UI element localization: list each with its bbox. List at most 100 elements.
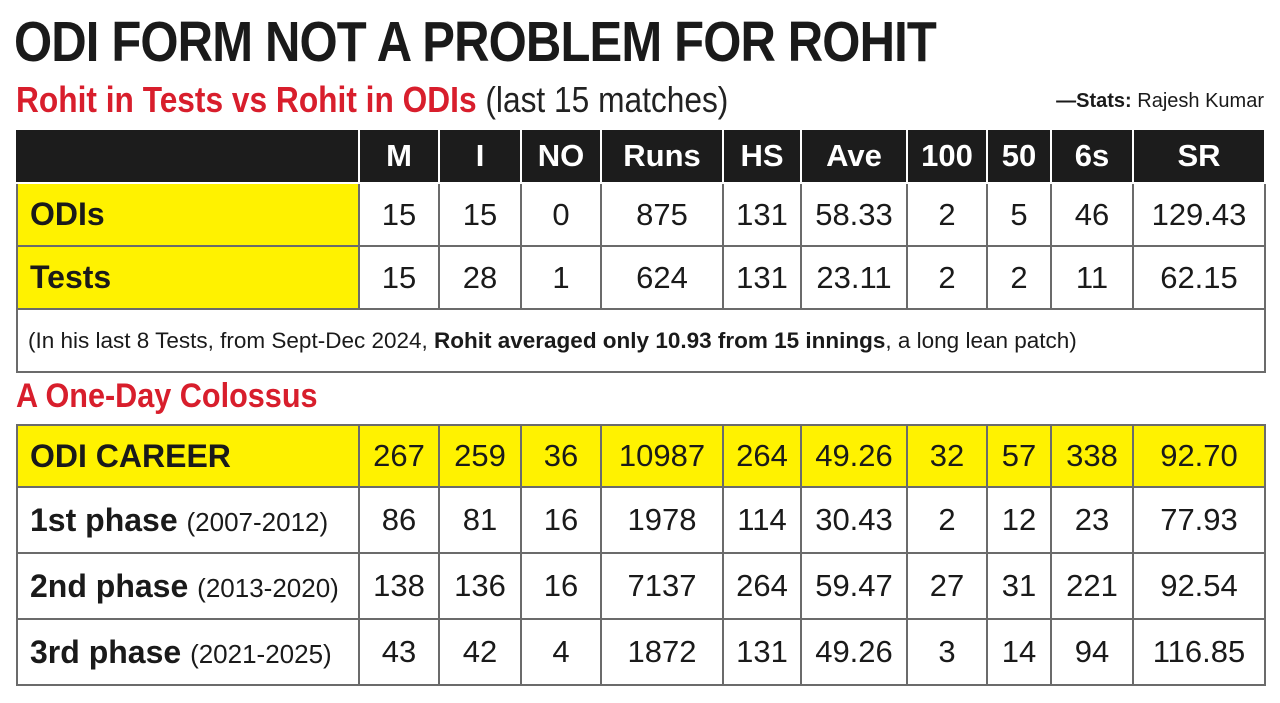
phase-years: (2013-2020) [197,572,339,603]
table-cell: 2 [906,486,988,554]
header-cell: 100 [906,128,988,184]
table-cell: 338 [1050,424,1134,488]
table-cell: 116.85 [1132,618,1266,686]
subheading-main: Rohit in Tests vs Rohit in ODIs [16,79,477,120]
table-cell: 30.43 [800,486,908,554]
note-cell: (In his last 8 Tests, from Sept-Dec 2024… [16,308,1266,373]
header-cell: HS [722,128,802,184]
table-cell: 28 [438,245,522,310]
table-cell: 16 [520,552,602,620]
table-cell: 15 [358,182,440,247]
table-cell: 62.15 [1132,245,1266,310]
table-row: Tests 15 28 1 624 131 23.11 2 2 11 62.15 [16,245,1266,310]
row-label: Tests [16,245,360,310]
table-cell: 43 [358,618,440,686]
table-cell: 114 [722,486,802,554]
stats-credit: —Stats: Rajesh Kumar [1056,90,1264,113]
credit-prefix: —Stats: [1056,90,1132,112]
row-label: ODI CAREER [16,424,360,488]
credit-name: Rajesh Kumar [1137,90,1264,112]
headline: ODI FORM NOT A PROBLEM FOR ROHIT [14,10,937,74]
career-table: ODI CAREER 267 259 36 10987 264 49.26 32… [16,424,1266,686]
table-cell: 42 [438,618,522,686]
table-cell: 0 [520,182,602,247]
header-cell: 6s [1050,128,1134,184]
subheading: Rohit in Tests vs Rohit in ODIs (last 15… [16,78,728,122]
header-cell: I [438,128,522,184]
table-cell: 23 [1050,486,1134,554]
table-row: 1st phase (2007-2012) 86 81 16 1978 114 … [16,486,1266,554]
subheading-row: Rohit in Tests vs Rohit in ODIs (last 15… [16,78,1268,122]
table-cell: 10987 [600,424,724,488]
table-cell: 32 [906,424,988,488]
career-row: ODI CAREER 267 259 36 10987 264 49.26 32… [16,424,1266,488]
table-cell: 264 [722,552,802,620]
table-cell: 136 [438,552,522,620]
table-cell: 15 [358,245,440,310]
phase-years: (2007-2012) [186,506,329,537]
phase-years: (2021-2025) [190,638,332,669]
table-cell: 267 [358,424,440,488]
table-cell: 57 [986,424,1052,488]
note-row: (In his last 8 Tests, from Sept-Dec 2024… [16,308,1266,373]
table-cell: 92.70 [1132,424,1266,488]
table-cell: 31 [986,552,1052,620]
header-cell: Ave [800,128,908,184]
header-cell: SR [1132,128,1266,184]
table-cell: 1978 [600,486,724,554]
header-cell: 50 [986,128,1052,184]
table-row: 3rd phase (2021-2025) 43 42 4 1872 131 4… [16,618,1266,686]
note-highlight: Rohit averaged only 10.93 from 15 inning… [434,327,886,353]
table-cell: 59.47 [800,552,908,620]
table-cell: 81 [438,486,522,554]
row-label: 3rd phase (2021-2025) [16,618,360,686]
phase-name: 1st phase [30,501,178,538]
table-cell: 131 [722,245,802,310]
table-cell: 875 [600,182,724,247]
subheading-qualifier: (last 15 matches) [485,79,729,120]
table-cell: 12 [986,486,1052,554]
table-cell: 49.26 [800,424,908,488]
table-cell: 129.43 [1132,182,1266,247]
table-cell: 264 [722,424,802,488]
table-cell: 2 [906,245,988,310]
table-cell: 86 [358,486,440,554]
row-label: ODIs [16,182,360,247]
table-cell: 11 [1050,245,1134,310]
table-cell: 1 [520,245,602,310]
section-title: A One-Day Colossus [16,377,318,415]
table-row: 2nd phase (2013-2020) 138 136 16 7137 26… [16,552,1266,620]
table-cell: 5 [986,182,1052,247]
header-row: M I NO Runs HS Ave 100 50 6s SR [16,128,1266,184]
table-cell: 624 [600,245,724,310]
table-cell: 7137 [600,552,724,620]
table-cell: 77.93 [1132,486,1266,554]
table-row: ODIs 15 15 0 875 131 58.33 2 5 46 129.43 [16,182,1266,247]
table-cell: 94 [1050,618,1134,686]
table-cell: 259 [438,424,522,488]
table-cell: 2 [906,182,988,247]
table-cell: 14 [986,618,1052,686]
table-cell: 36 [520,424,602,488]
table-cell: 92.54 [1132,552,1266,620]
table-cell: 2 [986,245,1052,310]
note-text: (In his last 8 Tests, from Sept-Dec 2024… [28,327,435,353]
header-cell: Runs [600,128,724,184]
table-cell: 49.26 [800,618,908,686]
phase-name: 3rd phase [30,633,182,670]
table-cell: 58.33 [800,182,908,247]
recent-form-table: M I NO Runs HS Ave 100 50 6s SR ODIs 15 … [16,128,1266,373]
table-cell: 221 [1050,552,1134,620]
table-cell: 131 [722,618,802,686]
header-cell: M [358,128,440,184]
table-cell: 16 [520,486,602,554]
header-blank [16,128,360,184]
table-cell: 23.11 [800,245,908,310]
table-cell: 131 [722,182,802,247]
header-cell: NO [520,128,602,184]
table-cell: 3 [906,618,988,686]
row-label: 1st phase (2007-2012) [16,486,360,554]
table-cell: 46 [1050,182,1134,247]
table-cell: 138 [358,552,440,620]
table-cell: 15 [438,182,522,247]
